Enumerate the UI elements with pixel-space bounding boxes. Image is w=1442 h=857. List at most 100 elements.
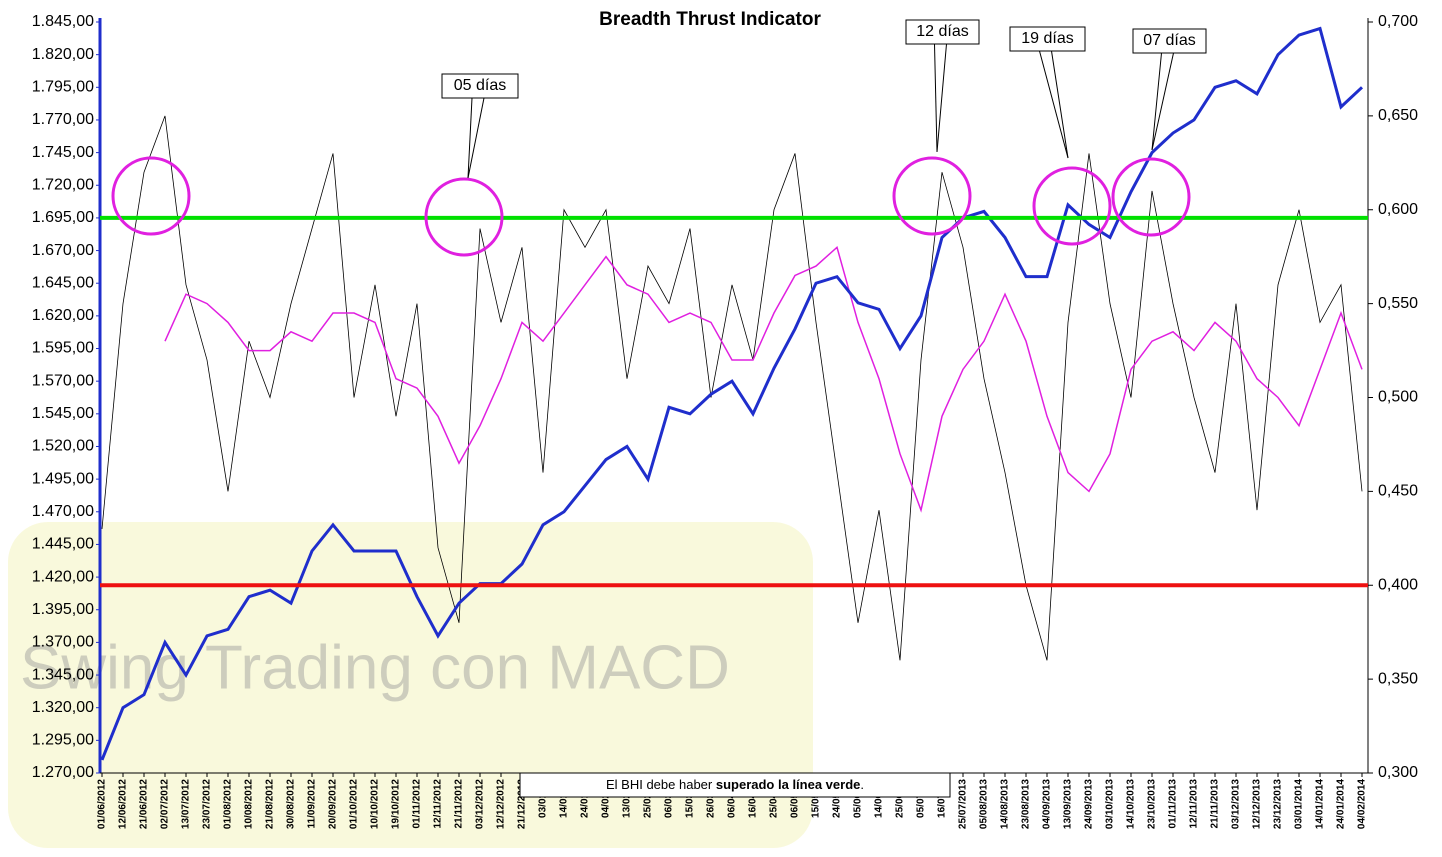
x-tick-label: 21/11/2012	[454, 779, 465, 829]
x-tick-label: 04/02/2014	[1357, 779, 1368, 829]
x-tick-label: 25/02/20	[643, 779, 654, 818]
callout-line	[467, 97, 473, 179]
y-tick-label: 1.470,00	[32, 503, 94, 520]
x-tick-label: 24/05/20	[832, 779, 843, 818]
x-tick-label: 13/07/2012	[181, 779, 192, 829]
highlight-circle	[1111, 157, 1191, 237]
callout-line	[936, 43, 947, 153]
chart-title: Breadth Thrust Indicator	[599, 9, 821, 30]
x-tick-label: 10/10/2012	[370, 779, 381, 829]
y2-tick-label: 0,550	[1378, 295, 1418, 312]
x-tick-label: 12/12/2013	[1252, 779, 1263, 829]
x-tick-label: 13/09/2013	[1063, 779, 1074, 829]
x-tick-label: 10/08/2012	[244, 779, 255, 829]
x-tick-label: 03/01/2014	[1294, 779, 1305, 829]
x-tick-label: 20/09/2012	[328, 779, 339, 829]
series-line	[100, 26, 1364, 761]
note-text: El BHI debe haber	[606, 777, 716, 792]
highlight-circle	[111, 156, 191, 236]
y-tick-label: 1.520,00	[32, 438, 94, 455]
watermark-panel	[8, 522, 813, 848]
x-tick-label: 21/12/2012	[517, 779, 528, 829]
y-tick-label: 1.695,00	[32, 209, 94, 226]
y-tick-label: 1.370,00	[32, 634, 94, 651]
x-tick-label: 21/06/2012	[139, 779, 150, 829]
x-tick-label: 06/03/20	[664, 779, 675, 818]
y-tick-label: 1.320,00	[32, 699, 94, 716]
x-tick-label: 12/12/2012	[496, 779, 507, 829]
x-tick-label: 25/07/2013	[958, 779, 969, 829]
x-tick-label: 24/01/2014	[1336, 779, 1347, 829]
y-tick-label: 1.445,00	[32, 536, 94, 553]
x-tick-label: 05/06/20	[853, 779, 864, 818]
y2-tick-label: 0,700	[1378, 13, 1418, 30]
x-tick-label: 15/05/20	[811, 779, 822, 818]
y-tick-label: 1.420,00	[32, 568, 94, 585]
x-tick-label: 16/07/20	[937, 779, 948, 818]
series-line	[101, 115, 1363, 661]
x-tick-label: 26/03/20	[706, 779, 717, 818]
x-tick-label: 05/08/2013	[979, 779, 990, 829]
y-tick-label: 1.495,00	[32, 470, 94, 487]
y2-tick-label: 0,450	[1378, 483, 1418, 500]
y-tick-label: 1.820,00	[32, 46, 94, 63]
x-tick-label: 21/08/2012	[265, 779, 276, 829]
x-tick-label: 06/05/20	[790, 779, 801, 818]
x-tick-label: 01/11/2012	[412, 779, 423, 829]
x-tick-label: 23/07/2012	[202, 779, 213, 829]
highlight-circle	[1032, 166, 1112, 246]
y2-tick-label: 0,400	[1378, 576, 1418, 593]
annotation: 07 días	[1143, 32, 1195, 49]
y-tick-label: 1.545,00	[32, 405, 94, 422]
x-tick-label: 03/12/2012	[475, 779, 486, 829]
y-tick-label: 1.845,00	[32, 13, 94, 30]
x-tick-label: 06/04/20	[727, 779, 738, 818]
note: El BHI debe haber superado la línea verd…	[606, 777, 864, 792]
callout-box	[1132, 28, 1207, 54]
x-tick-label: 03/10/2013	[1105, 779, 1116, 829]
y2-tick-label: 0,350	[1378, 670, 1418, 687]
x-tick-label: 25/06/20	[895, 779, 906, 818]
plot: 1.270,00 1.295,00 1.320,00 1.345,00 1.370,00…	[32, 13, 1418, 829]
x-tick-label: 14/06/20	[874, 779, 885, 818]
callout-box	[905, 19, 980, 45]
y-tick-label: 1.645,00	[32, 274, 94, 291]
x-tick-label: 23/08/2013	[1021, 779, 1032, 829]
x-tick-label: 02/07/2012	[160, 779, 171, 829]
callout-line	[934, 43, 938, 153]
callout-line	[1039, 50, 1069, 159]
y-tick-label: 1.620,00	[32, 307, 94, 324]
x-tick-label: 25/04/20	[769, 779, 780, 818]
highlight-circle	[424, 177, 504, 257]
y2-tick-label: 0,600	[1378, 201, 1418, 218]
x-tick-label: 23/12/2013	[1273, 779, 1284, 829]
highlight-circle	[892, 156, 972, 236]
y-tick-label: 1.295,00	[32, 732, 94, 749]
note-bold: superado la línea verde	[716, 777, 861, 792]
x-tick-label: 05/07/20	[916, 779, 927, 818]
x-tick-label: 24/09/2013	[1084, 779, 1095, 829]
series-line	[164, 245, 1363, 513]
x-tick-label: 01/08/2012	[223, 779, 234, 829]
y-tick-label: 1.770,00	[32, 111, 94, 128]
callout-line	[467, 97, 485, 179]
x-tick-label: 24/01/20	[580, 779, 591, 818]
x-tick-label: 01/10/2012	[349, 779, 360, 829]
callout-line	[1151, 52, 1174, 151]
x-tick-label: 14/01/20	[559, 779, 570, 818]
x-tick-label: 03/12/2013	[1231, 779, 1242, 829]
y-tick-label: 1.720,00	[32, 176, 94, 193]
callout-box	[441, 73, 519, 99]
y-tick-label: 1.595,00	[32, 340, 94, 357]
note-text: .	[860, 777, 864, 792]
y2-tick-label: 0,650	[1378, 107, 1418, 124]
y2-tick-label: 0,500	[1378, 389, 1418, 406]
annotation: 12 días	[916, 23, 968, 40]
x-tick-label: 19/10/2012	[391, 779, 402, 829]
callout-box	[1009, 26, 1086, 52]
x-tick-label: 04/02/20	[601, 779, 612, 818]
x-tick-label: 11/09/2012	[307, 779, 318, 829]
x-tick-label: 16/04/20	[748, 779, 759, 818]
x-tick-label: 12/11/2013	[1189, 779, 1200, 829]
